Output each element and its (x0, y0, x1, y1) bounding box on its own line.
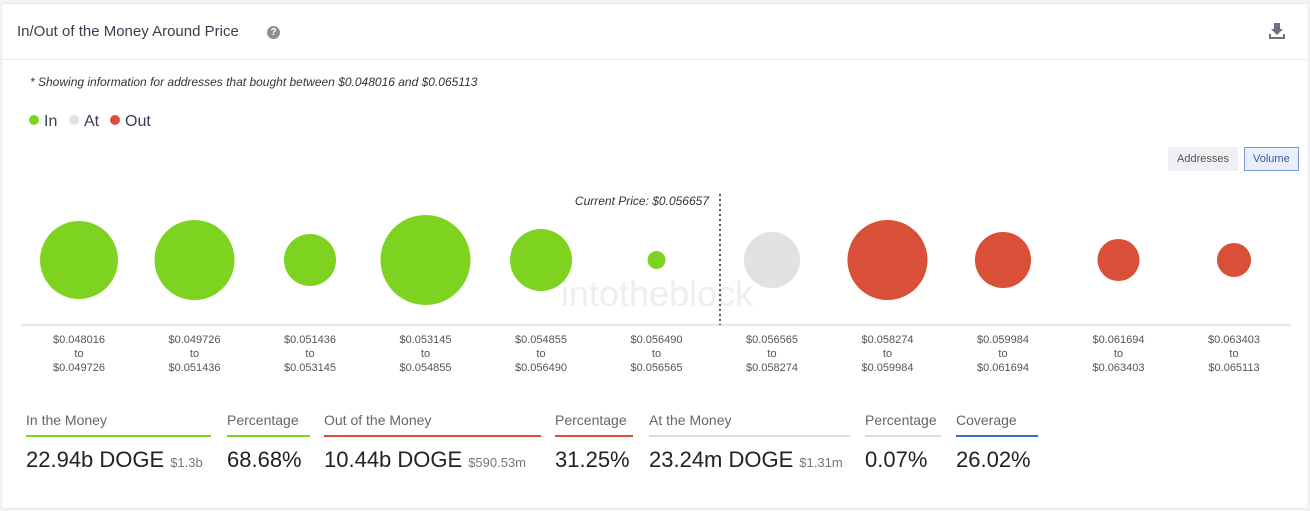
bubble (284, 234, 336, 286)
bubble (847, 219, 928, 301)
bubble (380, 215, 471, 305)
summary-value: 68.68% (227, 447, 302, 473)
summary-amount: 0.07% (865, 447, 928, 472)
summary-amount: 26.02% (956, 447, 1031, 472)
summary-value: 23.24m DOGE $1.31m (649, 447, 843, 473)
summary-value: 26.02% (956, 447, 1031, 473)
bubble (744, 232, 800, 288)
summary-label: Percentage (865, 412, 937, 428)
summary-underline (324, 435, 541, 437)
bubble (1216, 242, 1252, 278)
summary-value: 0.07% (865, 447, 927, 473)
legend-label: Out (125, 113, 151, 130)
summary-label: Coverage (956, 412, 1017, 428)
bubble (40, 221, 118, 299)
x-category-label: $0.048016 to $0.049726 (53, 334, 105, 374)
legend-dot (29, 115, 39, 125)
toggle-button[interactable]: Addresses (1168, 147, 1238, 171)
toggle-button[interactable]: Volume (1244, 147, 1299, 171)
x-category-label: $0.054855 to $0.056490 (515, 334, 567, 374)
summary-underline (26, 435, 211, 437)
bubble (154, 219, 235, 301)
summary-value: 22.94b DOGE $1.3b (26, 447, 203, 473)
legend-label: At (84, 113, 100, 130)
legend-dot (69, 115, 79, 125)
x-category-label: $0.058274 to $0.059984 (861, 334, 914, 374)
watermark: intotheblock (561, 273, 754, 314)
summary-label: Percentage (227, 412, 299, 428)
summary-amount: 10.44b DOGE (324, 447, 463, 472)
summary-underline (956, 435, 1038, 437)
x-category-label: $0.049726 to $0.051436 (168, 334, 221, 374)
summary-amount: 23.24m DOGE (649, 447, 794, 472)
summary-underline (649, 435, 850, 437)
x-category-label: $0.063403 to $0.065113 (1208, 334, 1260, 374)
summary-amount: 68.68% (227, 447, 302, 472)
x-category-label: $0.056490 to $0.056565 (630, 334, 683, 374)
chart: intotheblock Current Price: $0.056657 (21, 194, 1291, 326)
bubble (510, 229, 572, 291)
summary-usd: $1.3b (170, 455, 203, 470)
summary-value: 10.44b DOGE $590.53m (324, 447, 526, 473)
x-category-label: $0.059984 to $0.061694 (977, 334, 1029, 374)
legend-dot (110, 115, 120, 125)
summary-amount: 22.94b DOGE (26, 447, 165, 472)
summary-label: Percentage (555, 412, 627, 428)
x-category-label: $0.061694 to $0.063403 (1092, 334, 1145, 374)
divider (2, 59, 1308, 60)
widget-title: In/Out of the Money Around Price (17, 23, 239, 40)
current-price-label: Current Price: $0.056657 (575, 194, 710, 208)
legend-item: Out (110, 113, 151, 131)
legend-item: In (29, 113, 57, 131)
summary-label: Out of the Money (324, 412, 432, 428)
legend-label: In (44, 113, 58, 130)
bubble (974, 231, 1032, 289)
bubble (647, 251, 666, 269)
widget-card: In/Out of the Money Around Price ? * Sho… (1, 3, 1309, 509)
summary-amount: 31.25% (555, 447, 630, 472)
summary-usd: $590.53m (468, 455, 527, 470)
x-category-label: $0.053145 to $0.054855 (399, 334, 452, 374)
bubble (1097, 238, 1140, 282)
summary-label: In the Money (26, 412, 107, 428)
summary-underline (227, 435, 310, 437)
summary-label: At the Money (649, 412, 732, 428)
summary-underline (865, 435, 941, 437)
note: * Showing information for addresses that… (30, 75, 478, 89)
legend-item: At (69, 113, 99, 131)
summary-usd: $1.31m (799, 455, 843, 470)
help-icon[interactable]: ? (267, 26, 280, 39)
x-category-label: $0.056565 to $0.058274 (746, 334, 798, 374)
download-icon[interactable] (1268, 22, 1286, 40)
summary-value: 31.25% (555, 447, 630, 473)
x-category-label: $0.051436 to $0.053145 (284, 334, 336, 374)
summary-underline (555, 435, 633, 437)
